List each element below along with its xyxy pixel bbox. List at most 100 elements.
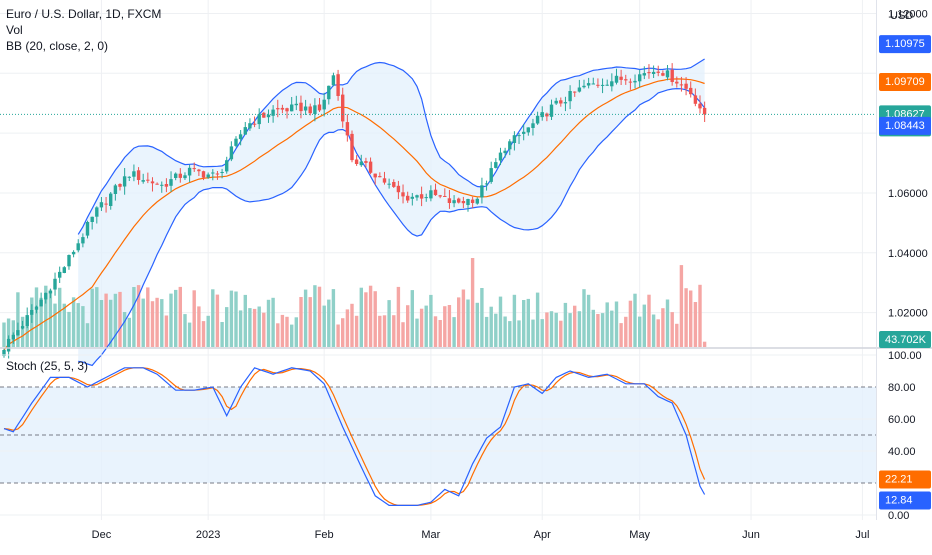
candle-body [368,161,373,173]
candle-body [197,169,201,172]
candle-body [512,135,517,143]
volume-bar [577,311,582,347]
volume-bar [345,309,350,347]
candle-body [670,69,674,82]
volume-bar [429,294,433,347]
volume-bar [169,293,173,347]
candle-body [508,141,512,150]
candle-body [257,114,261,125]
candle-body [122,176,127,187]
volume-bar [494,313,498,347]
bollinger-band-fill [78,59,705,366]
volume-bar [178,286,182,347]
volume-bar [354,315,359,347]
candle-body [322,99,326,110]
volume-bar [16,292,20,347]
candle-body [109,193,113,206]
candle-body [58,271,62,278]
candle-body [619,76,623,80]
volume-bar [508,321,512,347]
candle-body [313,105,317,114]
candle-body [535,115,540,124]
candle-body [392,182,396,187]
candle-body [647,72,651,74]
candle-body [559,100,563,104]
volume-bar [58,287,62,347]
bollinger-bands-label[interactable]: BB (20, close, 2, 0) [6,39,109,53]
volume-bar [619,323,623,347]
candle-body [238,134,243,140]
volume-bar [554,312,558,347]
candle-body [276,108,280,110]
bollinger-basis-line [3,78,705,351]
candle-body [44,292,48,300]
volume-bar [53,303,57,347]
volume-bar [359,287,363,347]
volume-bar [67,311,71,347]
candle-body [178,173,182,178]
candle-body [211,172,215,174]
volume-bar [220,322,224,347]
volume-bar [600,313,605,347]
candle-body [401,192,405,197]
volume-bar [410,290,414,347]
stochastic-label[interactable]: Stoch (25, 5, 3) [6,359,89,373]
volume-bar [39,297,43,347]
candle-body [85,222,90,236]
stoch-axis-tick: 0.00 [888,510,909,522]
stoch-axis-tick: 60.00 [888,414,916,426]
candle-body [104,203,108,205]
volume-bar [197,306,201,347]
volume-bar [406,305,410,347]
volume-bar [545,312,549,347]
candle-body [331,75,336,86]
bb-upper-badge-bg [879,35,931,54]
bb-basis-badge-text: 1.09709 [885,76,925,88]
candle-body [53,278,57,290]
volume-bar [368,285,373,347]
volume-bar [187,322,192,347]
candle-body [336,74,340,96]
price-axis-tick: 1.12000 [888,8,928,20]
volume-bar [443,306,447,347]
volume-bar [693,302,698,347]
candle-body [90,216,94,222]
volume-bar [419,308,424,347]
candle-body [563,102,568,104]
volume-bar [76,303,80,347]
candle-body [424,197,428,199]
volume-bar [104,293,108,347]
volume-bar [299,297,303,347]
time-axis-tick: Jul [855,529,869,541]
volume-bar [396,286,401,347]
candle-body [118,184,122,187]
candle-body [155,183,159,185]
bb-lower-badge-text: 1.08443 [885,120,925,132]
volume-bar [452,317,456,347]
candle-body [48,291,53,294]
candle-body [174,173,178,178]
volume-indicator-label[interactable]: Vol [6,23,23,37]
volume-bar [44,285,48,347]
candle-body [2,350,6,356]
candle-body [243,127,247,135]
volume-bar [540,319,544,347]
candle-body [341,94,345,122]
price-axis-tick: 1.02000 [888,308,928,320]
volume-bar [610,310,614,347]
symbol-title[interactable]: Euro / U.S. Dollar, 1D, FXCM [6,7,162,21]
candle-body [489,168,493,182]
volume-bar [308,297,312,347]
volume-bar [582,289,586,347]
volume-bar [651,314,656,347]
candle-body [364,161,368,163]
stoch-k-line [3,367,706,506]
candle-body [248,123,252,129]
volume-bar [661,308,665,347]
candle-body [62,267,66,273]
volume-bar [633,293,637,347]
candle-body [410,196,414,199]
candle-body [160,184,164,186]
